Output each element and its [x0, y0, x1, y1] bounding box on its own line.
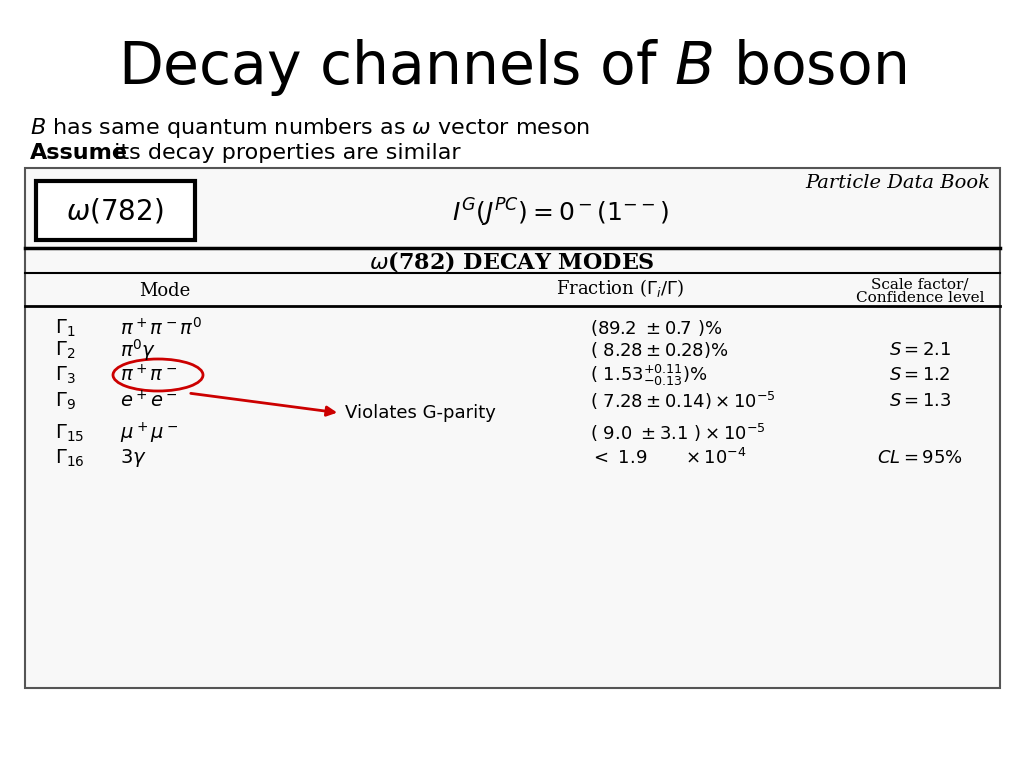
Text: $(\  7.28\pm0.14)\times 10^{-5}$: $(\ 7.28\pm0.14)\times 10^{-5}$: [590, 390, 776, 412]
Text: $\pi^+\pi^-\pi^0$: $\pi^+\pi^-\pi^0$: [120, 317, 203, 339]
Text: $(\  9.0\ \pm3.1\ )\times 10^{-5}$: $(\ 9.0\ \pm3.1\ )\times 10^{-5}$: [590, 422, 766, 444]
Text: $\mu^+\mu^-$: $\mu^+\mu^-$: [120, 420, 179, 445]
Text: $\Gamma_9$: $\Gamma_9$: [55, 390, 76, 412]
Text: Assume: Assume: [30, 143, 128, 163]
Text: Violates G-parity: Violates G-parity: [345, 404, 496, 422]
Text: $\omega$(782) DECAY MODES: $\omega$(782) DECAY MODES: [369, 249, 655, 273]
Text: $I^G(J^{PC}) = 0^-(1^{--})$: $I^G(J^{PC}) = 0^-(1^{--})$: [452, 197, 669, 229]
Text: Mode: Mode: [139, 282, 190, 300]
Text: $(\  8.28\pm0.28)\%$: $(\ 8.28\pm0.28)\%$: [590, 340, 728, 360]
Text: $S=2.1$: $S=2.1$: [889, 341, 951, 359]
Text: $\omega(782)$: $\omega(782)$: [67, 197, 164, 226]
FancyBboxPatch shape: [25, 168, 1000, 688]
Text: Scale factor/: Scale factor/: [871, 278, 969, 292]
Text: Particle Data Book: Particle Data Book: [805, 174, 990, 192]
Text: $\mathit{B}$ has same quantum numbers as $\omega$ vector meson: $\mathit{B}$ has same quantum numbers as…: [30, 116, 590, 140]
Text: $<\ 1.9\qquad \times 10^{-4}$: $<\ 1.9\qquad \times 10^{-4}$: [590, 448, 746, 468]
Text: $3\gamma$: $3\gamma$: [120, 447, 146, 469]
Text: $\Gamma_1$: $\Gamma_1$: [55, 317, 76, 339]
Text: $S=1.2$: $S=1.2$: [889, 366, 950, 384]
Text: $(89.2\ \pm0.7\ )\%$: $(89.2\ \pm0.7\ )\%$: [590, 318, 722, 338]
Text: $\pi^+\pi^-$: $\pi^+\pi^-$: [120, 364, 177, 386]
FancyBboxPatch shape: [36, 181, 195, 240]
Text: $\Gamma_2$: $\Gamma_2$: [55, 339, 76, 361]
Text: $\Gamma_{15}$: $\Gamma_{15}$: [55, 422, 84, 444]
Text: $\Gamma_3$: $\Gamma_3$: [55, 364, 76, 386]
Text: Decay channels of $\mathit{B}$ boson: Decay channels of $\mathit{B}$ boson: [118, 38, 906, 98]
Text: $e^+e^-$: $e^+e^-$: [120, 390, 178, 412]
Text: Fraction ($\Gamma_i/\Gamma$): Fraction ($\Gamma_i/\Gamma$): [556, 277, 684, 299]
Text: $\pi^0\gamma$: $\pi^0\gamma$: [120, 337, 157, 363]
Text: $\Gamma_{16}$: $\Gamma_{16}$: [55, 447, 85, 468]
Text: its decay properties are similar: its decay properties are similar: [106, 143, 461, 163]
Text: $CL=95\%$: $CL=95\%$: [878, 449, 963, 467]
Text: Confidence level: Confidence level: [856, 291, 984, 305]
Text: $S=1.3$: $S=1.3$: [889, 392, 951, 410]
Text: $(\  1.53^{+0.11}_{-0.13})\%$: $(\ 1.53^{+0.11}_{-0.13})\%$: [590, 362, 708, 388]
